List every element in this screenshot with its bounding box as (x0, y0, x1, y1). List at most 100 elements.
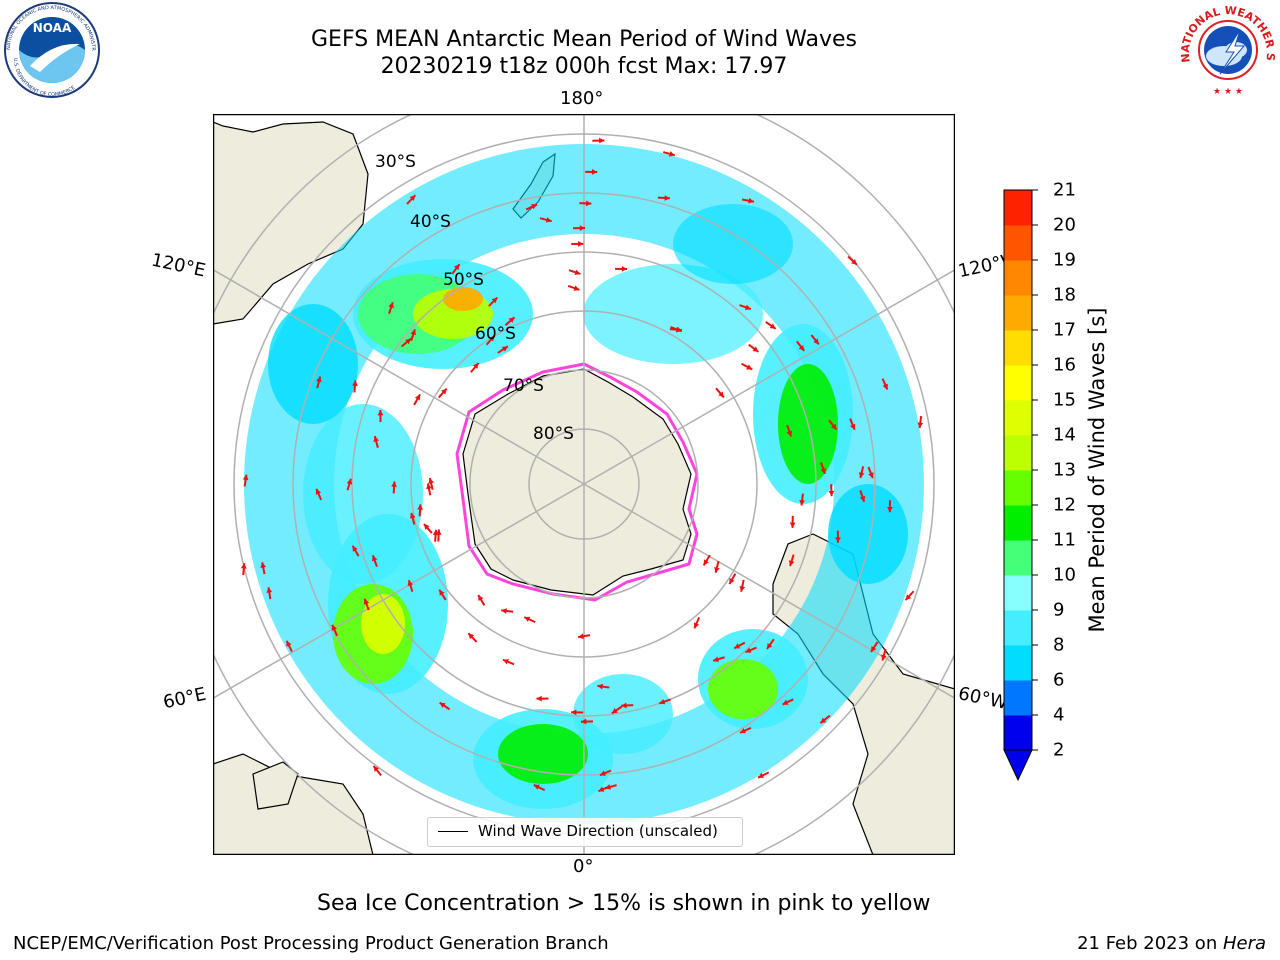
wave-direction-arrow (438, 589, 447, 601)
wave-direction-arrow (702, 554, 711, 566)
wave-direction-arrow (372, 765, 382, 776)
lat-label-40s: 40°S (410, 212, 451, 232)
wave-direction-arrow (712, 656, 725, 662)
colorbar-segment (1004, 470, 1032, 506)
wave-direction-arrow (599, 769, 612, 777)
colorbar-tick-label: 6 (1053, 669, 1065, 691)
wave-direction-arrow (413, 393, 421, 406)
wave-direction-arrow (315, 488, 323, 501)
wave-direction-arrow (579, 200, 592, 207)
wave-direction-arrow (401, 337, 412, 348)
colorbar (990, 180, 1120, 800)
lat-label-80s: 80°S (533, 424, 574, 444)
wave-direction-arrow (835, 530, 841, 543)
wave-direction-arrow (782, 698, 794, 706)
wave-direction-arrow (828, 419, 838, 431)
colorbar-segment (1004, 400, 1032, 436)
wave-direction-arrow (567, 285, 580, 291)
colorbar-tick-label: 2 (1053, 739, 1065, 761)
wave-direction-arrow (577, 633, 591, 640)
wave-direction-arrow (504, 316, 516, 327)
wave-direction-arrow (658, 698, 671, 705)
wave-direction-arrow (739, 304, 752, 311)
wave-direction-arrow (715, 387, 725, 399)
landmass-madagascar (252, 761, 299, 810)
wave-direction-arrow (849, 418, 856, 431)
landmass-antarctica (462, 368, 692, 596)
wave-direction-arrow (451, 263, 461, 275)
wave-direction-arrow (733, 641, 746, 650)
wave-direction-arrow (428, 477, 434, 490)
lon-label-0: 0° (573, 856, 594, 877)
wave-direction-arrow (351, 545, 360, 557)
colorbar-segment (1004, 680, 1032, 716)
map-title: GEFS MEAN Antarctic Mean Period of Wind … (311, 27, 857, 52)
wave-direction-arrow (917, 415, 924, 429)
wave-field-region (708, 659, 778, 719)
lat-label-60s: 60°S (475, 324, 516, 344)
colorbar-tick-label: 19 (1053, 249, 1076, 271)
sea-ice-note: Sea Ice Concentration > 15% is shown in … (317, 891, 931, 916)
wave-direction-arrow (260, 562, 267, 575)
wave-direction-arrow (739, 726, 752, 734)
wave-direction-arrow (426, 483, 432, 496)
wave-direction-arrow (523, 616, 536, 624)
colorbar-segment (1004, 260, 1032, 296)
wave-direction-arrow (765, 321, 777, 330)
meridian-line (213, 268, 585, 485)
wave-direction-arrow (373, 435, 379, 449)
date-text: 21 Feb 2023 on Hera (1077, 933, 1266, 954)
wave-direction-arrow (388, 301, 394, 315)
wave-direction-arrow (820, 462, 826, 475)
wave-direction-arrow (371, 555, 378, 568)
lat-label-50s: 50°S (443, 270, 484, 290)
colorbar-tick-label: 16 (1053, 354, 1076, 376)
legend-label: Wind Wave Direction (unscaled) (478, 822, 718, 840)
wave-direction-arrow (377, 410, 384, 423)
colorbar-segment (1004, 330, 1032, 366)
colorbar-tick-label: 20 (1053, 214, 1076, 236)
colorbar-extend-arrow (1003, 749, 1033, 782)
colorbar-tick-label: 13 (1053, 459, 1076, 481)
wave-direction-arrow (828, 484, 835, 497)
wave-direction-arrow (604, 784, 617, 790)
wave-direction-arrow (615, 266, 628, 272)
wave-field-region (498, 724, 588, 784)
wave-direction-arrow (409, 512, 416, 525)
landmass-australia (213, 121, 369, 325)
wave-direction-arrow (525, 203, 538, 211)
wave-direction-arrow (439, 701, 451, 711)
wave-direction-arrow (363, 598, 370, 611)
lon-label-180: 180° (560, 88, 604, 109)
wave-direction-arrow (316, 376, 322, 389)
wave-direction-arrow (423, 523, 433, 534)
wave-direction-arrow (741, 197, 755, 204)
colorbar-segment (1004, 575, 1032, 611)
colorbar-segment (1004, 540, 1032, 576)
lat-label-70s: 70°S (503, 376, 544, 396)
wave-direction-arrow (786, 424, 793, 437)
colorbar-tick-label: 17 (1053, 319, 1076, 341)
wave-direction-arrow (741, 362, 753, 371)
landmass-africa (213, 753, 374, 855)
nws-logo: NATIONAL WEATHER SERVICE ★ ★ ★ (1172, 0, 1280, 100)
wave-direction-arrow (621, 702, 634, 709)
wave-direction-arrow (240, 563, 247, 576)
wave-direction-arrow (488, 296, 499, 307)
wave-direction-arrow (470, 362, 480, 373)
colorbar-segment (1004, 295, 1032, 331)
colorbar-tick-label: 18 (1053, 284, 1076, 306)
wave-direction-arrow (870, 641, 879, 653)
wave-direction-arrow (670, 326, 683, 333)
wave-direction-arrow (887, 500, 893, 513)
machine-name: Hera (1222, 933, 1266, 954)
wave-direction-arrow (585, 169, 598, 175)
wave-field-region (443, 287, 483, 311)
colorbar-segment (1004, 365, 1032, 401)
wave-direction-arrow (810, 334, 820, 346)
colorbar-tick-label: 12 (1053, 494, 1076, 516)
wave-direction-arrow (611, 705, 623, 715)
svg-text:★ ★ ★: ★ ★ ★ (1213, 87, 1243, 97)
colorbar-segment (1004, 505, 1032, 541)
sea-ice-edge (455, 362, 699, 602)
